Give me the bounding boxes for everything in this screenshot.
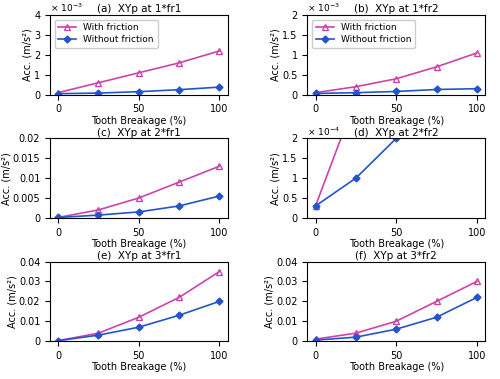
X-axis label: Tooth Breakage (%): Tooth Breakage (%) <box>91 116 186 126</box>
Title: (e)  XYp at 3*fr1: (e) XYp at 3*fr1 <box>96 251 181 261</box>
Title: (a)  XYp at 1*fr1: (a) XYp at 1*fr1 <box>96 5 181 14</box>
Y-axis label: Acc. (m/s²): Acc. (m/s²) <box>271 28 281 81</box>
X-axis label: Tooth Breakage (%): Tooth Breakage (%) <box>348 116 444 126</box>
X-axis label: Tooth Breakage (%): Tooth Breakage (%) <box>91 239 186 249</box>
Title: (d)  XYp at 2*fr2: (d) XYp at 2*fr2 <box>354 128 438 138</box>
X-axis label: Tooth Breakage (%): Tooth Breakage (%) <box>348 239 444 249</box>
Y-axis label: Acc. (m/s²): Acc. (m/s²) <box>22 28 32 81</box>
X-axis label: Tooth Breakage (%): Tooth Breakage (%) <box>91 362 186 372</box>
Title: (b)  XYp at 1*fr2: (b) XYp at 1*fr2 <box>354 5 438 14</box>
Title: (c)  XYp at 2*fr1: (c) XYp at 2*fr1 <box>97 128 180 138</box>
Text: $\times\ 10^{-3}$: $\times\ 10^{-3}$ <box>50 2 83 14</box>
Title: (f)  XYp at 3*fr2: (f) XYp at 3*fr2 <box>356 251 437 261</box>
Y-axis label: Acc. (m/s²): Acc. (m/s²) <box>8 275 18 328</box>
Legend: With friction, Without friction: With friction, Without friction <box>54 20 158 48</box>
Y-axis label: Acc. (m/s²): Acc. (m/s²) <box>2 152 12 205</box>
Text: $\times\ 10^{-3}$: $\times\ 10^{-3}$ <box>308 2 340 14</box>
Y-axis label: Acc. (m/s²): Acc. (m/s²) <box>265 275 275 328</box>
X-axis label: Tooth Breakage (%): Tooth Breakage (%) <box>348 362 444 372</box>
Legend: With friction, Without friction: With friction, Without friction <box>312 20 415 48</box>
Text: $\times\ 10^{-4}$: $\times\ 10^{-4}$ <box>308 125 340 138</box>
Y-axis label: Acc. (m/s²): Acc. (m/s²) <box>271 152 281 205</box>
